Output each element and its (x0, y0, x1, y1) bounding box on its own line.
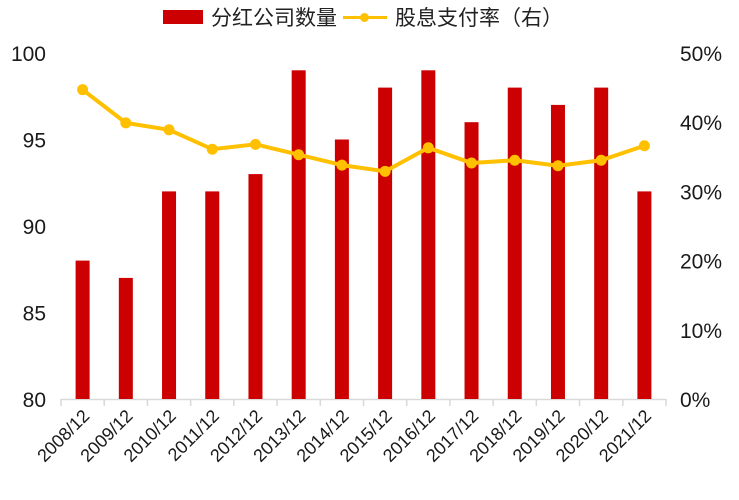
bar-2016/12 (421, 70, 436, 400)
line-point-2014/12 (336, 159, 348, 171)
line-series (77, 84, 650, 177)
legend-line-swatch (343, 10, 387, 24)
bar-2015/12 (378, 87, 393, 399)
right-axis-tick: 0% (680, 389, 710, 412)
line-point-2009/12 (120, 117, 132, 129)
left-axis-tick: 100 (11, 43, 46, 66)
line-point-2017/12 (466, 157, 478, 169)
left-axis-tick: 80 (23, 389, 46, 412)
line-point-2010/12 (163, 124, 175, 136)
legend-line-label: 股息支付率（右） (395, 6, 563, 30)
line-point-2015/12 (379, 165, 391, 177)
bar-2010/12 (162, 191, 177, 399)
line-point-2012/12 (249, 138, 261, 150)
right-y-axis: 50% 40% 30% 20% 10% 0% (680, 43, 722, 412)
line-point-2013/12 (293, 149, 305, 161)
right-axis-tick: 50% (680, 43, 722, 66)
right-axis-tick: 30% (680, 181, 722, 204)
line-point-2018/12 (509, 154, 521, 166)
bar-2013/12 (291, 70, 306, 400)
line-point-2021/12 (638, 140, 650, 152)
line-point-2008/12 (77, 84, 89, 96)
left-axis-tick: 85 (23, 303, 46, 326)
bar-2008/12 (75, 260, 90, 399)
bar-series (75, 70, 652, 400)
line-point-2016/12 (422, 142, 434, 154)
bar-2018/12 (507, 87, 522, 399)
bar-2011/12 (205, 191, 220, 399)
bar-2020/12 (594, 87, 609, 399)
x-axis-labels: 2008/122009/122010/122011/122012/122013/… (33, 406, 655, 466)
right-axis-tick: 20% (680, 251, 722, 274)
bar-2012/12 (248, 174, 263, 399)
bar-2019/12 (550, 104, 565, 400)
line-point-2020/12 (595, 154, 607, 166)
x-axis (60, 398, 667, 406)
legend-bar-label: 分红公司数量 (211, 6, 337, 30)
payout-ratio-line (81, 88, 646, 174)
right-axis-tick: 10% (680, 320, 722, 343)
bar-2017/12 (464, 122, 479, 399)
left-axis-tick: 95 (23, 130, 46, 153)
line-point-2011/12 (206, 143, 218, 155)
bar-2014/12 (334, 139, 349, 399)
bar-2009/12 (118, 277, 133, 399)
chart-legend: 分红公司数量 股息支付率（右） (163, 2, 563, 32)
legend-bar-swatch (163, 10, 203, 24)
bar-2021/12 (637, 191, 652, 399)
left-y-axis: 100 95 90 85 80 (11, 43, 46, 412)
line-point-2019/12 (552, 160, 564, 172)
left-axis-tick: 90 (23, 216, 46, 239)
right-axis-tick: 40% (680, 112, 722, 135)
